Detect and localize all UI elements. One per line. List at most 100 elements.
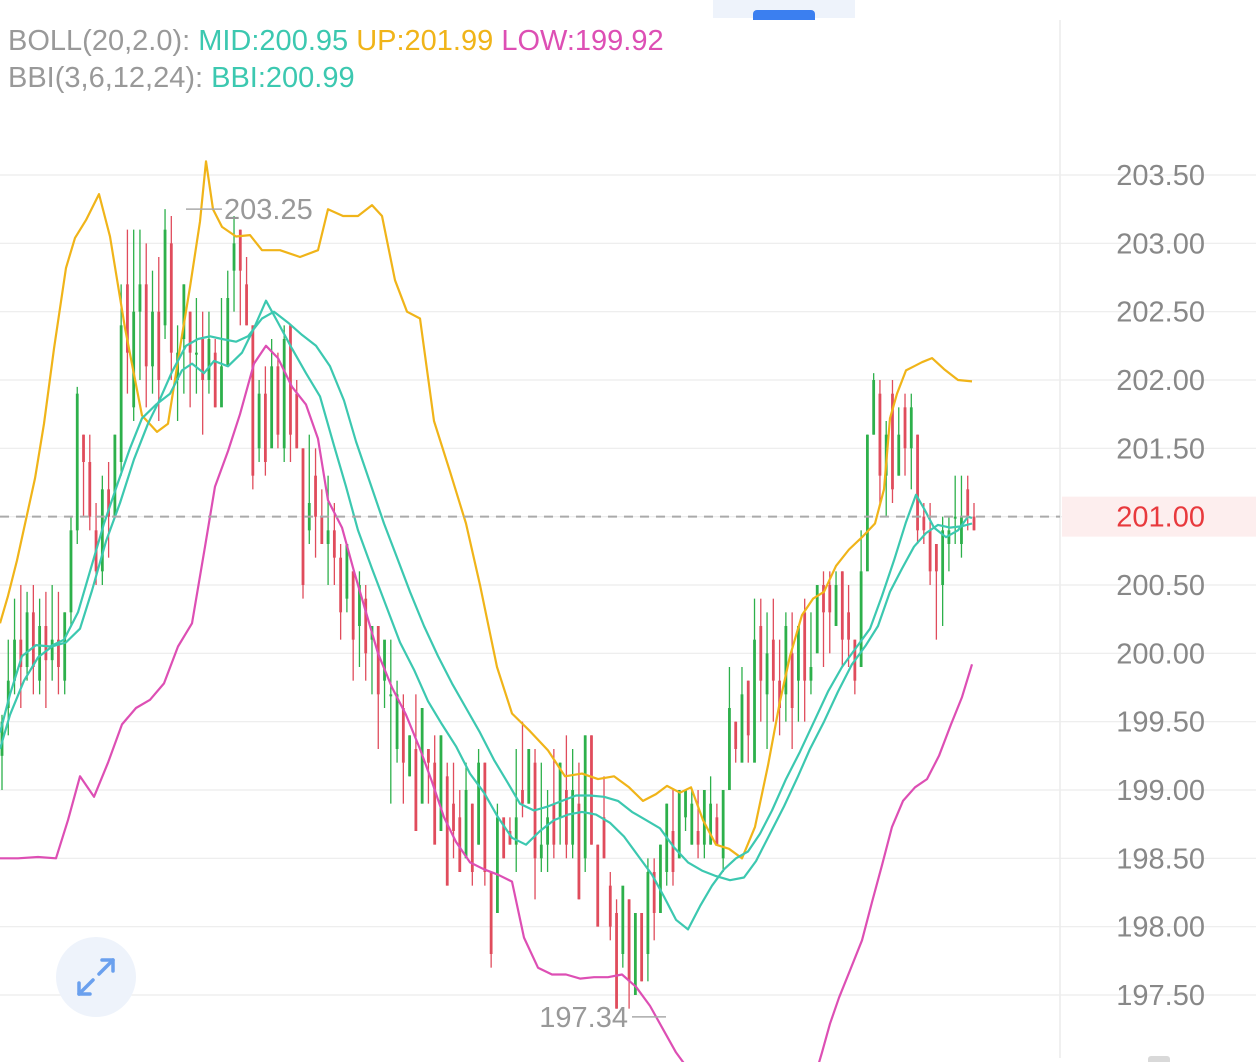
candle-body [31, 612, 35, 667]
low-annotation: 197.34 [539, 1002, 666, 1034]
candle-body [865, 434, 869, 572]
candle-body [113, 434, 117, 517]
candle-body [320, 516, 324, 544]
candle-body [608, 885, 612, 927]
candle-body [872, 380, 876, 435]
candle-body [564, 790, 568, 845]
candle-body [107, 489, 111, 517]
top-tab-indicator [753, 10, 815, 20]
candle-body [483, 762, 487, 872]
y-tick-label: 197.50 [1116, 980, 1205, 1012]
boll-low-line [0, 344, 974, 1062]
candle-body [878, 393, 882, 476]
candle-body [728, 708, 731, 790]
candle-body [389, 694, 393, 697]
candle-body [922, 516, 926, 531]
boll-legend-label: BOLL(20,2.0): [8, 25, 191, 57]
boll-up-value: UP:201.99 [356, 25, 494, 57]
y-tick-label: 202.50 [1116, 297, 1205, 329]
candle-body [546, 817, 549, 845]
boll-mid-line [0, 310, 973, 882]
candle-body [633, 913, 637, 995]
candle-body [63, 612, 67, 681]
candle-body [395, 694, 399, 749]
candle-body [809, 667, 813, 681]
candle-body [690, 803, 694, 845]
candle-body [220, 366, 223, 408]
candles [0, 209, 976, 1009]
candle-body [721, 790, 725, 859]
candle-body [245, 284, 248, 326]
candle-body [702, 790, 706, 845]
candle-body [502, 817, 506, 859]
candle-body [132, 311, 136, 408]
candle-body [75, 393, 79, 531]
candle-body [684, 790, 687, 818]
boll-mid-value: MID:200.95 [198, 25, 349, 57]
candle-body [784, 626, 788, 695]
candle-body [376, 626, 380, 695]
bottom-handle[interactable] [1148, 1056, 1170, 1062]
candle-body [445, 776, 449, 886]
candle-body [508, 831, 512, 845]
candle-body [408, 735, 412, 777]
candle-body [232, 243, 236, 271]
candle-body [596, 844, 600, 927]
y-tick-label: 199.00 [1116, 775, 1205, 807]
candle-body [238, 229, 242, 271]
low-annotation-label: 197.34 [539, 1002, 628, 1034]
candle-body [771, 639, 775, 681]
candle-body [144, 284, 148, 367]
candle-body [6, 680, 10, 708]
candle-body [207, 339, 211, 380]
candle-body [88, 462, 92, 517]
candle-body [740, 694, 744, 763]
top-tab[interactable] [713, 0, 855, 18]
candle-body [590, 735, 593, 845]
expand-button[interactable] [56, 937, 136, 1017]
candle-body [301, 448, 305, 585]
candle-body [652, 872, 656, 913]
candle-body [289, 325, 292, 435]
candle-body [458, 817, 462, 872]
candle-body [251, 325, 255, 476]
candle-body [797, 626, 800, 681]
candle-body [966, 489, 970, 517]
candle-body [282, 339, 286, 449]
boll-up-line [0, 160, 973, 860]
candle-body [834, 585, 838, 626]
candle-body [960, 516, 963, 544]
candle-body [715, 817, 719, 845]
candle-body [201, 339, 205, 380]
candle-body [640, 913, 644, 982]
candle-body [226, 298, 230, 367]
bbi-legend: BBI(3,6,12,24): BBI:200.99 [8, 61, 355, 95]
high-annotation: 203.25 [186, 194, 313, 226]
candle-body [257, 393, 261, 449]
candle-body [746, 680, 750, 736]
candle-body [583, 735, 587, 859]
candle-body [38, 626, 42, 681]
boll-low-value: LOW:199.92 [501, 25, 664, 57]
candle-body [765, 653, 769, 695]
candle-body [19, 639, 23, 667]
candle-body [427, 749, 430, 763]
candle-body [414, 749, 418, 831]
candle-body [558, 762, 562, 818]
candle-body [50, 639, 54, 661]
candle-body [314, 475, 317, 517]
y-tick-label: 200.00 [1116, 638, 1205, 670]
candle-body [433, 762, 437, 845]
candle-body [477, 762, 480, 845]
candle-body [928, 530, 932, 572]
candle-body [163, 229, 167, 326]
candle-body [452, 803, 455, 831]
candle-body [916, 434, 919, 531]
candle-body [332, 530, 336, 558]
candle-body [947, 530, 951, 544]
candle-body [188, 311, 192, 353]
expand-arrows-icon [77, 958, 115, 996]
y-tick-label: 203.00 [1116, 228, 1205, 260]
candle-body [621, 885, 625, 954]
